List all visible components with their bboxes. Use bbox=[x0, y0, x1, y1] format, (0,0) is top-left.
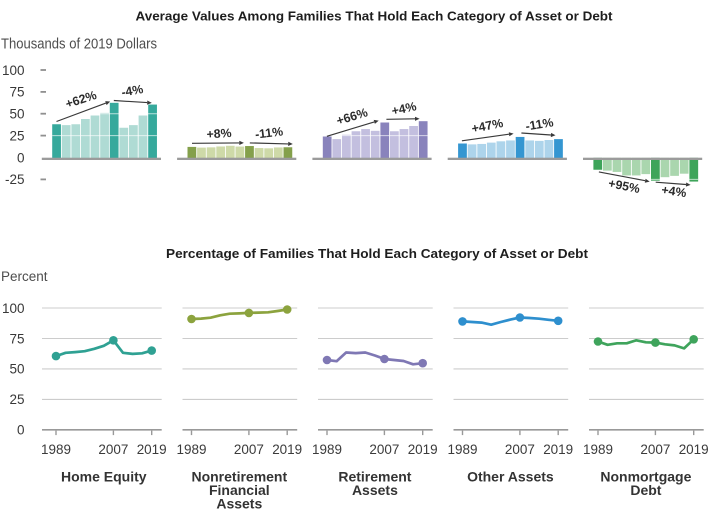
svg-text:Thousands of 2019 Dollars: Thousands of 2019 Dollars bbox=[1, 37, 157, 53]
svg-text:2019: 2019 bbox=[408, 441, 438, 457]
svg-text:2007: 2007 bbox=[640, 441, 670, 457]
svg-text:1989: 1989 bbox=[583, 441, 613, 457]
svg-text:2007: 2007 bbox=[369, 441, 399, 457]
svg-text:75: 75 bbox=[9, 85, 24, 100]
svg-text:2007: 2007 bbox=[505, 441, 535, 457]
svg-text:25: 25 bbox=[9, 392, 24, 407]
svg-text:Debt: Debt bbox=[630, 482, 661, 498]
svg-text:+8%: +8% bbox=[206, 126, 232, 142]
svg-text:Other Assets: Other Assets bbox=[467, 469, 554, 485]
svg-text:2019: 2019 bbox=[272, 441, 302, 457]
svg-text:Assets: Assets bbox=[352, 482, 398, 498]
svg-text:50: 50 bbox=[9, 362, 24, 377]
svg-text:1989: 1989 bbox=[41, 441, 71, 457]
svg-text:Average Values Among Families: Average Values Among Families That Hold … bbox=[136, 8, 614, 23]
svg-text:2007: 2007 bbox=[234, 441, 264, 457]
svg-text:1989: 1989 bbox=[177, 441, 207, 457]
svg-text:2019: 2019 bbox=[679, 441, 709, 457]
svg-text:25: 25 bbox=[9, 128, 24, 143]
svg-text:0: 0 bbox=[17, 423, 25, 438]
svg-text:2019: 2019 bbox=[137, 441, 167, 457]
svg-text:2007: 2007 bbox=[98, 441, 128, 457]
svg-text:0: 0 bbox=[17, 150, 25, 165]
svg-text:Percent: Percent bbox=[1, 269, 48, 284]
svg-text:Percentage of Families That Ho: Percentage of Families That Hold Each Ca… bbox=[166, 246, 589, 261]
svg-text:75: 75 bbox=[9, 331, 24, 346]
svg-text:Home Equity: Home Equity bbox=[61, 469, 147, 485]
svg-text:100: 100 bbox=[2, 63, 25, 78]
svg-text:50: 50 bbox=[9, 107, 24, 122]
svg-text:1989: 1989 bbox=[448, 441, 478, 457]
svg-text:Assets: Assets bbox=[216, 496, 262, 512]
svg-text:1989: 1989 bbox=[312, 441, 342, 457]
svg-text:100: 100 bbox=[2, 301, 25, 316]
svg-text:2019: 2019 bbox=[543, 441, 573, 457]
svg-text:-25: -25 bbox=[5, 172, 25, 187]
